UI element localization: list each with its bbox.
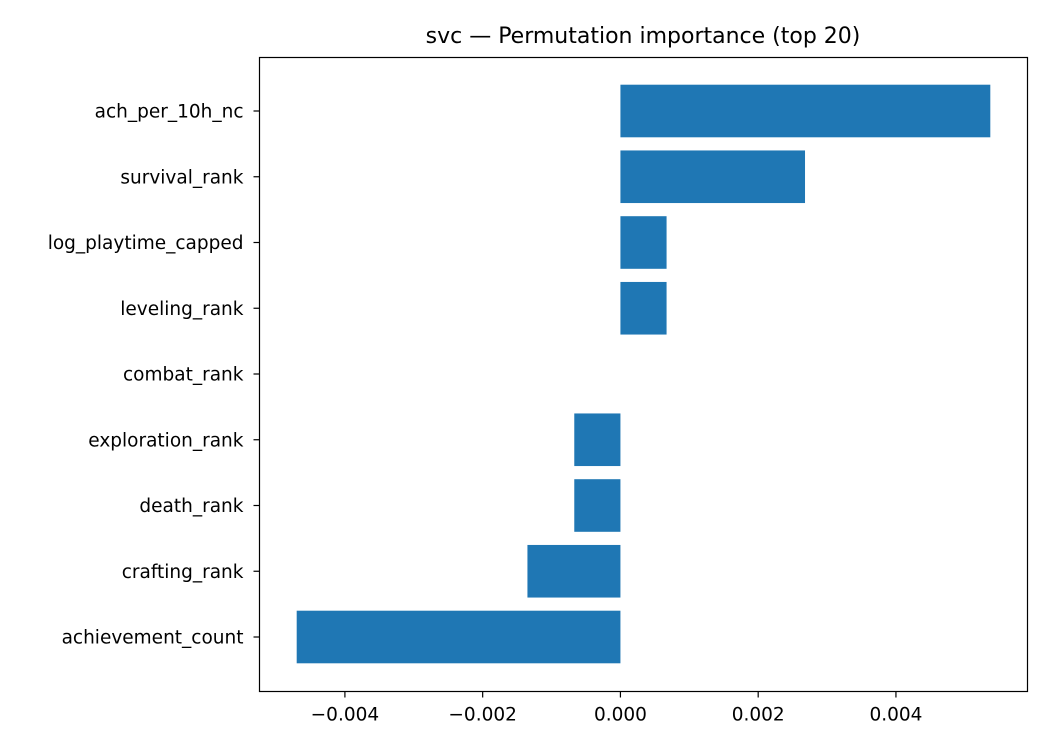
x-tick-label: 0.002 [732, 705, 785, 726]
bar-survival-rank [620, 150, 806, 204]
y-tick-label: leveling_rank [120, 299, 244, 320]
x-axis-ticks: −0.004 −0.002 0.000 0.002 0.004 [311, 691, 922, 726]
x-tick-label: −0.002 [448, 705, 516, 726]
x-tick-label: −0.004 [311, 705, 379, 726]
bar-ach-per-10h-nc [620, 84, 991, 138]
y-tick-label: death_rank [139, 496, 243, 517]
y-tick-label: exploration_rank [88, 430, 244, 451]
bar-log-playtime-capped [620, 216, 667, 269]
y-tick-label: ach_per_10h_nc [95, 102, 244, 123]
bar-exploration-rank [574, 413, 621, 467]
y-tick-label: achievement_count [62, 628, 244, 649]
y-tick-label: log_playtime_capped [48, 233, 244, 254]
bar-achievement-count [296, 610, 621, 664]
y-tick-label: survival_rank [120, 167, 243, 188]
bars-group [296, 84, 991, 664]
x-tick-label: 0.000 [594, 705, 647, 726]
chart-title: svc — Permutation importance (top 20) [426, 24, 861, 49]
y-axis-ticks: ach_per_10h_nc survival_rank log_playtime_… [48, 102, 260, 649]
plot-area-frame [258, 56, 1029, 693]
bar-crafting-rank [527, 544, 621, 598]
y-tick-label: combat_rank [123, 365, 244, 386]
bar-leveling-rank [620, 281, 667, 335]
bar-death-rank [574, 479, 621, 532]
x-tick-label: 0.004 [869, 705, 922, 726]
y-tick-label: crafting_rank [122, 562, 244, 583]
